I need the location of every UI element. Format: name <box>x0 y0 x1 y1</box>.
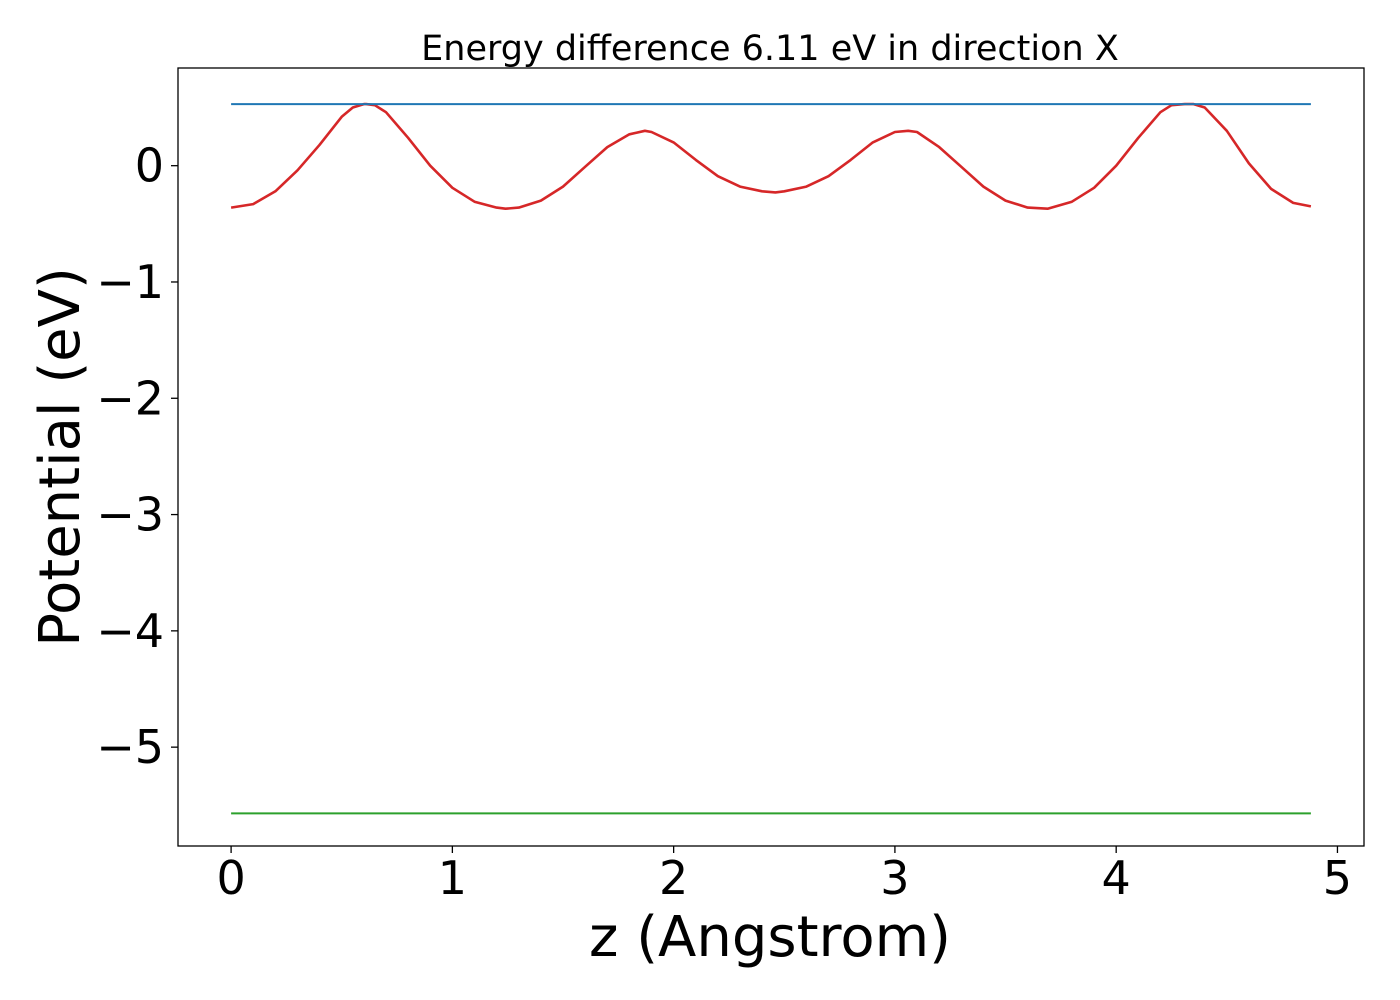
y-tick-label: −1 <box>96 255 164 309</box>
chart-title: Energy difference 6.11 eV in direction X <box>421 29 1119 69</box>
x-tick-label: 5 <box>1323 851 1352 905</box>
x-tick-label: 0 <box>216 851 245 905</box>
x-tick-label: 1 <box>438 851 467 905</box>
y-tick-label: −5 <box>96 720 164 774</box>
y-tick-label: −4 <box>96 604 164 658</box>
x-axis-label: z (Angstrom) <box>589 905 951 970</box>
series-line-1 <box>230 102 1312 210</box>
y-axis: 0 −1 −2 −3 −4 −5 <box>96 139 178 774</box>
y-axis-label: Potential (eV) <box>28 267 93 647</box>
x-tick-label: 2 <box>659 851 688 905</box>
plot-lines <box>230 102 1312 815</box>
y-tick-label: −2 <box>96 371 164 425</box>
y-tick-label: −3 <box>96 488 164 542</box>
x-tick-label: 4 <box>1102 851 1131 905</box>
x-axis: 0 1 2 3 4 5 <box>216 846 1352 905</box>
plot-frame <box>177 67 1365 847</box>
y-tick-label: 0 <box>135 139 164 193</box>
x-tick-label: 3 <box>880 851 909 905</box>
